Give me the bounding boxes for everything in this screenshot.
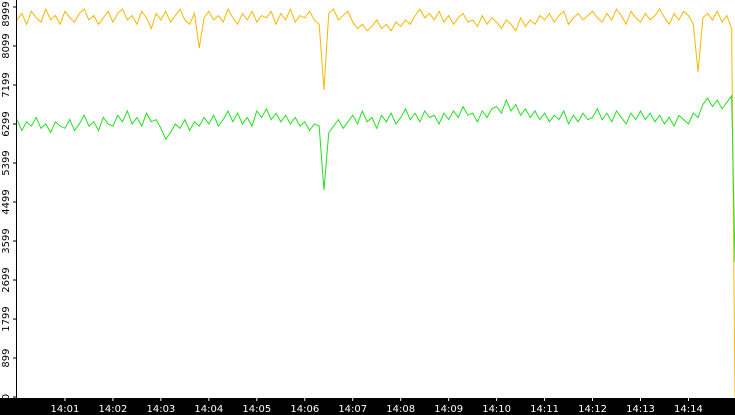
y-tick-label: 8099 xyxy=(1,33,12,58)
y-tick-label: 899 xyxy=(1,348,12,367)
x-tick-label: 14:05 xyxy=(242,404,271,415)
x-tick-label: 14:14 xyxy=(674,404,703,415)
x-tick-label: 14:09 xyxy=(434,404,463,415)
x-axis-band xyxy=(0,398,735,415)
x-tick-label: 14:03 xyxy=(146,404,175,415)
y-tick-label: 8999 xyxy=(1,1,12,26)
y-tick-label: 4499 xyxy=(1,189,12,214)
y-tick-label: 1799 xyxy=(1,306,12,331)
x-tick-label: 14:01 xyxy=(51,404,80,415)
data-line xyxy=(16,94,735,263)
y-tick-label: 5399 xyxy=(1,150,12,175)
x-tick-label: 14:13 xyxy=(626,404,655,415)
y-tick-label: 6299 xyxy=(1,111,12,136)
y-tick-label: 2699 xyxy=(1,267,12,292)
x-tick-label: 14:06 xyxy=(290,404,319,415)
x-tick-label: 14:08 xyxy=(386,404,415,415)
y-tick-label: 0 xyxy=(1,394,12,400)
x-tick-label: 14:07 xyxy=(338,404,367,415)
x-tick-label: 14:12 xyxy=(578,404,607,415)
x-tick-label: 14:10 xyxy=(482,404,511,415)
y-tick-label: 7199 xyxy=(1,72,12,97)
data-line xyxy=(16,7,735,398)
y-tick-label: 3599 xyxy=(1,228,12,253)
x-tick-label: 14:11 xyxy=(530,404,559,415)
x-tick-label: 14:04 xyxy=(194,404,223,415)
x-tick-label: 14:02 xyxy=(99,404,128,415)
